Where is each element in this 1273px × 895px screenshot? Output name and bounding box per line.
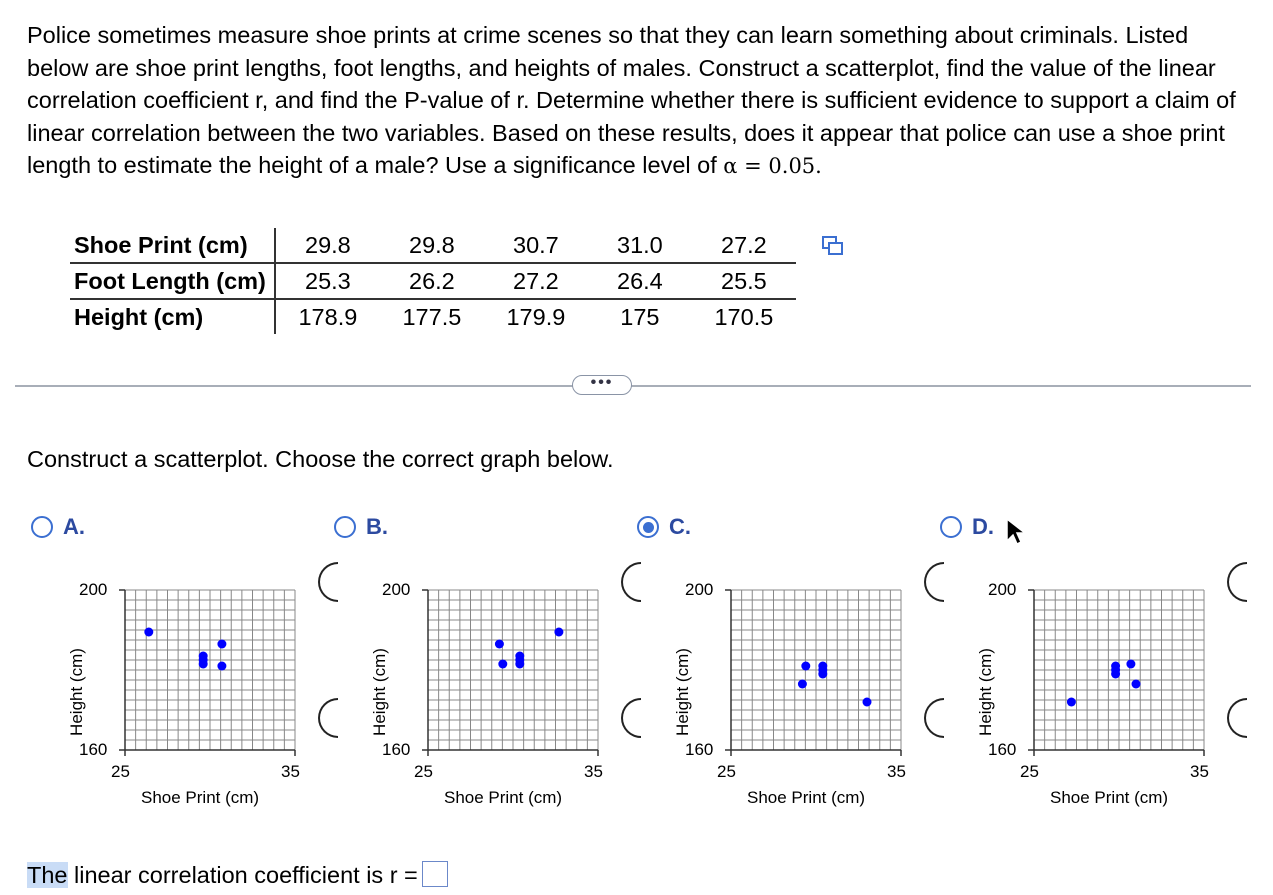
option-label: D.	[972, 514, 994, 539]
y-tick-label: 200	[685, 580, 714, 599]
table-cell: 31.0	[587, 228, 692, 264]
scatter-plot-a	[119, 589, 296, 756]
scatter-plot-c	[725, 589, 902, 756]
data-point	[498, 659, 508, 669]
option-c: C. Height (cm) 200 160 25 35 Shoe Print …	[637, 512, 944, 822]
table-cell: 178.9	[298, 303, 358, 330]
problem-body: Police sometimes measure shoe prints at …	[27, 22, 1236, 178]
data-table: Shoe Print (cm) 29.8 29.8 30.7 31.0 27.2…	[70, 228, 796, 334]
data-point	[862, 697, 872, 707]
row-label: Foot Length (cm)	[70, 263, 276, 300]
data-point	[801, 661, 811, 671]
scatter-plot-d	[1028, 589, 1205, 756]
x-tick-label: 35	[887, 762, 906, 781]
radio-option-d[interactable]	[940, 516, 962, 538]
r-answer-input[interactable]	[421, 861, 448, 887]
x-axis-label: Shoe Print (cm)	[1050, 788, 1169, 807]
x-axis-label: Shoe Print (cm)	[747, 788, 866, 807]
table-cell: 179.9	[506, 303, 566, 330]
table-cell: 26.2	[379, 263, 484, 300]
y-tick-label: 160	[79, 740, 108, 759]
x-tick-label: 35	[281, 762, 300, 781]
table-cell: 29.8	[379, 228, 484, 264]
table-row: Foot Length (cm) 25.3 26.2 27.2 26.4 25.…	[70, 263, 796, 300]
x-tick-label: 25	[414, 762, 433, 781]
data-point	[198, 651, 208, 661]
table-cell: 175	[620, 303, 660, 330]
option-label: A.	[63, 514, 85, 539]
radio-option-b[interactable]	[334, 516, 356, 538]
x-tick-label: 25	[111, 762, 130, 781]
option-b: B. Height (cm) 200 160 25 35 Shoe Print …	[334, 512, 641, 822]
x-axis-label: Shoe Print (cm)	[141, 788, 260, 807]
y-tick-label: 200	[382, 580, 411, 599]
table-cell: 29.8	[274, 228, 380, 264]
x-tick-label: 35	[584, 762, 603, 781]
expand-more-button[interactable]: •••	[572, 375, 632, 395]
y-tick-label: 160	[988, 740, 1017, 759]
mouse-cursor-icon	[1006, 517, 1027, 546]
table-row: Height (cm) 178.9 177.5 179.9 175 170.5	[70, 299, 796, 334]
table-cell: 170.5	[714, 303, 774, 330]
y-tick-label: 200	[79, 580, 108, 599]
radio-option-a[interactable]	[31, 516, 53, 538]
data-point	[144, 627, 154, 637]
data-point	[494, 639, 504, 649]
question-prompt: Construct a scatterplot. Choose the corr…	[27, 446, 614, 472]
radio-option-c[interactable]	[637, 516, 659, 538]
option-d: D. Height (cm) 200 160 25 35 Shoe Print …	[940, 512, 1247, 822]
option-a: A. Height (cm) 200 160 25 35 Shoe Print …	[31, 512, 338, 822]
y-tick-label: 160	[685, 740, 714, 759]
data-point	[217, 661, 227, 671]
table-cell: 27.2	[483, 263, 588, 300]
option-label: C.	[669, 514, 691, 539]
highlighted-word: The	[27, 862, 68, 888]
row-label: Shoe Print (cm)	[70, 228, 276, 264]
table-cell: 27.2	[691, 228, 796, 264]
data-point	[797, 679, 807, 689]
scatter-plot-b	[422, 589, 599, 756]
data-point	[1131, 679, 1141, 689]
table-row: Shoe Print (cm) 29.8 29.8 30.7 31.0 27.2	[70, 228, 796, 264]
data-point	[1066, 697, 1076, 707]
data-point	[818, 661, 828, 671]
data-point	[1111, 661, 1121, 671]
table-cell: 26.4	[587, 263, 692, 300]
table-cell: 25.3	[274, 263, 380, 300]
table-cell: 25.5	[691, 263, 796, 300]
option-label: B.	[366, 514, 388, 539]
x-tick-label: 35	[1190, 762, 1209, 781]
data-point	[1126, 659, 1136, 669]
section-divider	[15, 385, 1251, 387]
table-cell: 30.7	[483, 228, 588, 264]
row-label: Height (cm)	[70, 299, 276, 334]
problem-text: Police sometimes measure shoe prints at …	[27, 19, 1252, 183]
data-point	[515, 651, 525, 661]
table-cell: 177.5	[402, 303, 462, 330]
answer-text: linear correlation coefficient is r =	[67, 862, 418, 888]
data-point	[217, 639, 227, 649]
y-tick-label: 200	[988, 580, 1017, 599]
copy-icon[interactable]	[822, 236, 844, 256]
y-tick-label: 160	[382, 740, 411, 759]
data-point	[554, 627, 564, 637]
x-axis-label: Shoe Print (cm)	[444, 788, 563, 807]
x-tick-label: 25	[1020, 762, 1039, 781]
x-tick-label: 25	[717, 762, 736, 781]
alpha-value: α = 0.05.	[723, 154, 822, 178]
answer-line: The linear correlation coefficient is r …	[27, 861, 448, 889]
